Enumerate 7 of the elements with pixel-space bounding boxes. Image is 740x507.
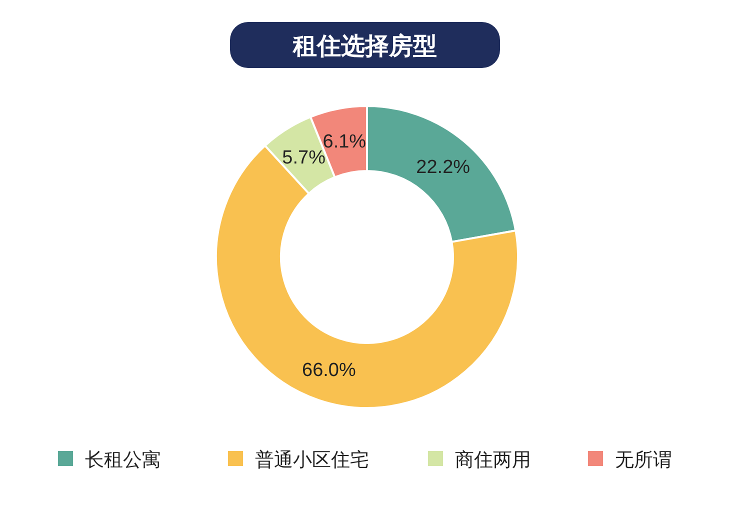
data-label: 66.0%: [302, 360, 356, 382]
legend-label: 商住两用: [455, 449, 531, 471]
chart-title: 租住选择房型: [292, 33, 437, 60]
legend-label: 普通小区住宅: [255, 449, 369, 471]
data-label: 22.2%: [416, 157, 470, 178]
legend-label: 长租公寓: [85, 449, 161, 471]
legend-label: 无所谓: [615, 450, 672, 471]
